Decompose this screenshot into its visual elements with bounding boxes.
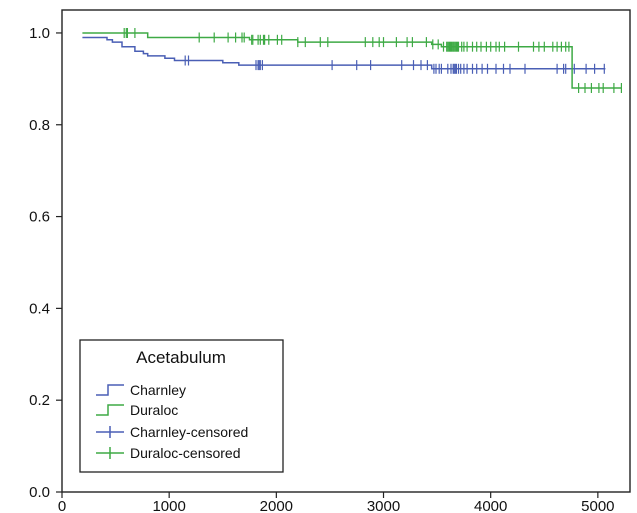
x-tick-label: 4000: [474, 498, 507, 513]
y-tick-label: 0.6: [29, 209, 50, 226]
legend-label: Duraloc-censored: [130, 445, 241, 461]
x-axis: 0 1000 2000 3000 4000 5000: [58, 492, 615, 513]
series-layer: [82, 32, 622, 89]
x-tick-label: 3000: [367, 498, 400, 513]
legend-swatch-censored: [96, 426, 124, 438]
legend-swatch-censored: [96, 447, 124, 459]
legend-swatch-step: [96, 384, 124, 396]
legend-entries: Charnley Duraloc Charnley-censored Duraloc-…: [96, 382, 248, 461]
y-tick-label: 0.8: [29, 117, 50, 134]
x-tick-label: 2000: [260, 498, 293, 513]
y-tick-label: 1.0: [29, 25, 50, 42]
legend-label: Charnley: [130, 382, 186, 398]
legend: Acetabulum Charnley Duraloc Charnley-censo…: [79, 339, 284, 473]
legend-label: Charnley-censored: [130, 424, 248, 440]
series-line-duraloc: [82, 32, 622, 89]
y-axis: 0.0 0.2 0.4 0.6 0.8 1.0: [29, 25, 62, 501]
y-tick-label: 0.0: [29, 484, 50, 501]
censor-layer: [123, 28, 622, 93]
plot-frame: [61, 9, 631, 493]
x-tick-label: 0: [58, 498, 66, 513]
x-tick-label: 5000: [581, 498, 614, 513]
legend-box: [79, 339, 284, 473]
series-line-charnley: [82, 36, 606, 70]
legend-title: Acetabulum: [136, 348, 226, 367]
plot-border: [61, 9, 631, 493]
legend-swatch-step: [96, 404, 124, 416]
x-tick-label: 1000: [152, 498, 185, 513]
legend-label: Duraloc: [130, 402, 178, 418]
y-tick-label: 0.4: [29, 300, 50, 317]
y-tick-label: 0.2: [29, 392, 50, 409]
